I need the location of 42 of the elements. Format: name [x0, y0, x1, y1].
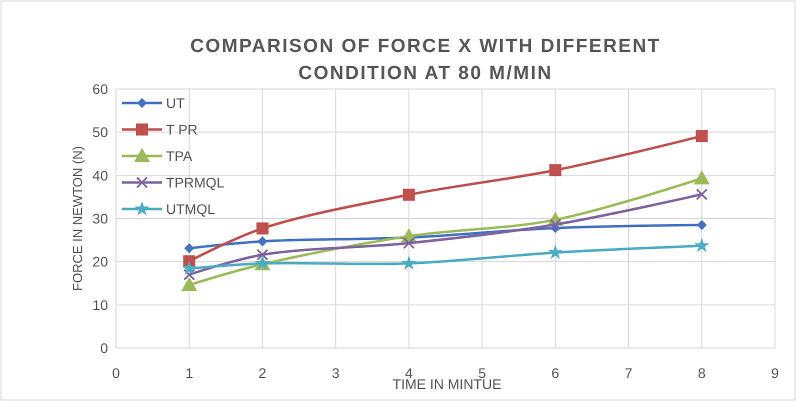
chart-title: COMPARISON OF FORCE X WITH DIFFERENT CONDITION AT 80 M/MIN: [190, 36, 661, 84]
point: [402, 237, 415, 250]
x-tick-label: 4: [404, 365, 413, 381]
x-tick-label: 3: [332, 365, 340, 381]
legend-label: TPRMQL: [166, 174, 225, 190]
point: [182, 260, 197, 275]
point: [256, 248, 268, 261]
legend-label: TPA: [166, 148, 193, 164]
x-tick-label: 6: [551, 365, 560, 381]
point: [257, 236, 268, 246]
legend-label: T PR: [166, 122, 198, 138]
point: [696, 130, 708, 142]
y-tick-label: 20: [92, 254, 108, 270]
x-tick-label: 2: [258, 365, 267, 381]
point: [401, 255, 416, 270]
point: [402, 188, 415, 201]
x-tick-label: 9: [771, 365, 780, 381]
point: [694, 238, 710, 252]
x-tick-label: 8: [698, 365, 706, 381]
legend-label: UT: [166, 95, 186, 111]
y-axis-title: FORCE IN NEWTON (N): [70, 146, 85, 291]
point: [183, 268, 196, 281]
point: [696, 220, 707, 230]
x-tick-label: 7: [624, 365, 633, 381]
x-tick-label: 0: [112, 365, 120, 381]
point: [696, 188, 708, 200]
x-tick-label: 1: [185, 365, 194, 381]
point: [548, 244, 563, 259]
legend-label: UTMQL: [166, 201, 216, 217]
y-tick-label: 10: [92, 296, 108, 313]
point: [549, 218, 562, 230]
point: [549, 164, 562, 176]
y-tick-label: 30: [92, 210, 108, 226]
point: [694, 170, 710, 184]
y-tick-label: 40: [92, 167, 108, 184]
y-tick-label: 60: [92, 81, 108, 97]
y-tick-label: 0: [100, 340, 108, 356]
x-tick-label: 5: [478, 365, 486, 381]
point: [181, 276, 198, 291]
point: [256, 222, 268, 234]
point: [184, 243, 194, 254]
y-tick-label: 50: [92, 124, 108, 140]
